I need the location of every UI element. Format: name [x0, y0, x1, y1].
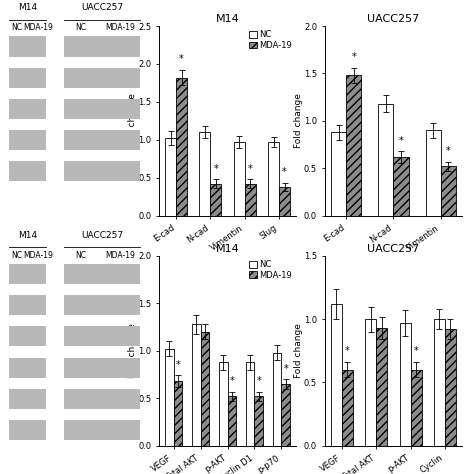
- Bar: [165, 138, 176, 216]
- Bar: [246, 362, 255, 446]
- Title: UACC257: UACC257: [367, 244, 419, 254]
- Text: UACC257: UACC257: [81, 230, 123, 239]
- Text: *: *: [175, 360, 180, 370]
- Bar: [192, 324, 201, 446]
- Text: M14: M14: [18, 230, 37, 239]
- FancyBboxPatch shape: [64, 420, 140, 440]
- Text: MDA-19: MDA-19: [23, 251, 53, 260]
- Text: *: *: [446, 146, 451, 156]
- Text: MDA-19: MDA-19: [23, 23, 53, 32]
- FancyBboxPatch shape: [9, 36, 46, 56]
- Bar: [393, 157, 409, 216]
- Bar: [273, 353, 282, 446]
- Bar: [410, 370, 421, 446]
- FancyBboxPatch shape: [64, 68, 140, 88]
- FancyBboxPatch shape: [9, 327, 46, 346]
- Bar: [378, 104, 393, 216]
- Bar: [255, 396, 263, 446]
- Bar: [176, 78, 187, 216]
- FancyBboxPatch shape: [64, 161, 140, 182]
- Bar: [210, 184, 221, 216]
- Bar: [400, 323, 410, 446]
- FancyBboxPatch shape: [64, 389, 140, 409]
- Bar: [165, 349, 173, 446]
- FancyBboxPatch shape: [9, 99, 46, 119]
- Text: *: *: [213, 164, 218, 173]
- FancyBboxPatch shape: [64, 99, 140, 119]
- Text: NC: NC: [11, 251, 22, 260]
- Y-axis label: Fold change: Fold change: [293, 323, 302, 378]
- Bar: [228, 396, 236, 446]
- Legend: NC, MDA-19: NC, MDA-19: [248, 260, 292, 280]
- Y-axis label: Fold change: Fold change: [128, 323, 137, 378]
- FancyBboxPatch shape: [64, 130, 140, 150]
- Bar: [234, 142, 245, 216]
- Bar: [445, 329, 456, 446]
- FancyBboxPatch shape: [9, 68, 46, 88]
- Bar: [441, 166, 456, 216]
- Bar: [282, 384, 290, 446]
- Text: *: *: [414, 346, 419, 356]
- Bar: [219, 362, 228, 446]
- FancyBboxPatch shape: [9, 295, 46, 315]
- Bar: [346, 75, 361, 216]
- Bar: [201, 332, 209, 446]
- FancyBboxPatch shape: [9, 130, 46, 150]
- FancyBboxPatch shape: [9, 161, 46, 182]
- FancyBboxPatch shape: [64, 357, 140, 378]
- Title: M14: M14: [216, 14, 239, 24]
- FancyBboxPatch shape: [64, 295, 140, 315]
- Bar: [434, 319, 445, 446]
- Bar: [200, 132, 210, 216]
- Bar: [173, 381, 182, 446]
- Text: MDA-19: MDA-19: [105, 251, 136, 260]
- Text: *: *: [229, 376, 234, 386]
- Bar: [279, 187, 290, 216]
- Text: *: *: [256, 376, 261, 386]
- FancyBboxPatch shape: [9, 264, 46, 284]
- Text: MDA-19: MDA-19: [105, 23, 136, 32]
- FancyBboxPatch shape: [9, 389, 46, 409]
- FancyBboxPatch shape: [64, 264, 140, 284]
- FancyBboxPatch shape: [64, 36, 140, 56]
- Y-axis label: Fold change: Fold change: [293, 93, 302, 148]
- Text: *: *: [283, 364, 288, 374]
- Bar: [268, 142, 279, 216]
- Text: *: *: [282, 167, 287, 177]
- FancyBboxPatch shape: [64, 327, 140, 346]
- Text: *: *: [351, 52, 356, 62]
- Text: M14: M14: [18, 3, 37, 12]
- FancyBboxPatch shape: [9, 357, 46, 378]
- FancyBboxPatch shape: [9, 420, 46, 440]
- Text: *: *: [248, 164, 253, 173]
- Bar: [331, 304, 342, 446]
- Bar: [331, 132, 346, 216]
- Text: *: *: [399, 136, 403, 146]
- Text: *: *: [179, 55, 184, 64]
- Y-axis label: Fold change: Fold change: [128, 93, 137, 148]
- Text: NC: NC: [11, 23, 22, 32]
- Bar: [426, 130, 441, 216]
- Bar: [342, 370, 353, 446]
- Text: NC: NC: [75, 23, 86, 32]
- Bar: [365, 319, 376, 446]
- Text: *: *: [345, 346, 350, 356]
- Title: M14: M14: [216, 244, 239, 254]
- Bar: [376, 328, 387, 446]
- Legend: NC, MDA-19: NC, MDA-19: [248, 30, 292, 50]
- Title: UACC257: UACC257: [367, 14, 419, 24]
- Text: NC: NC: [75, 251, 86, 260]
- Bar: [245, 184, 255, 216]
- Text: UACC257: UACC257: [81, 3, 123, 12]
